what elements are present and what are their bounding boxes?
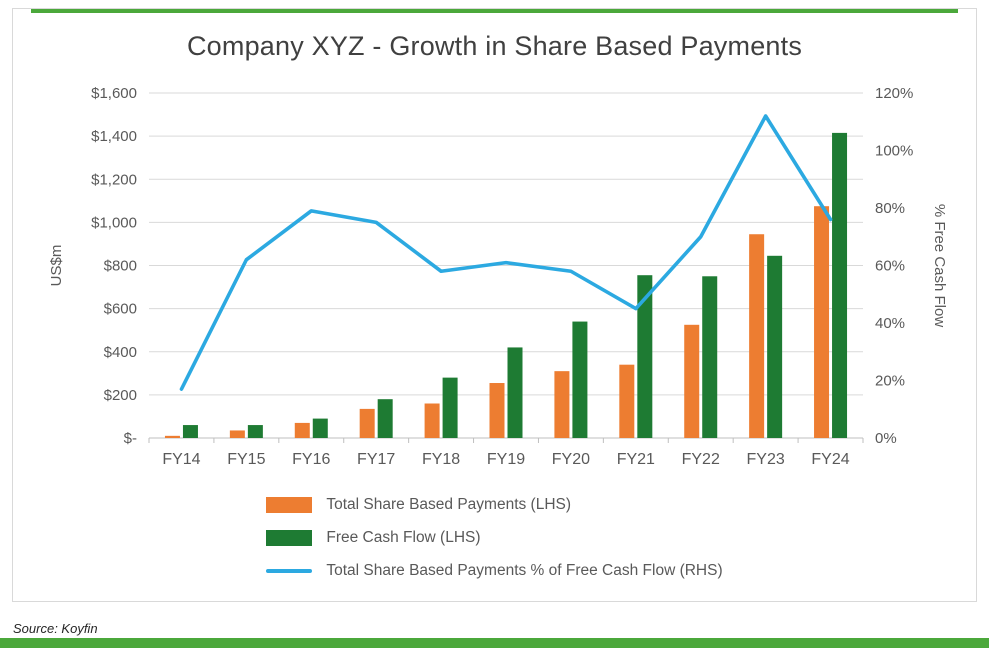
right-axis-tick-label: 100%: [875, 143, 913, 160]
right-axis-title: % Free Cash Flow: [931, 204, 948, 328]
bar-total-share-based-payments-lhs: [684, 324, 700, 438]
right-axis-tick-label: 20%: [875, 373, 905, 390]
x-axis-category-label: FY16: [292, 451, 330, 468]
bar-total-share-based-payments-lhs: [554, 371, 570, 438]
left-axis-tick-label: $800: [104, 258, 137, 275]
left-axis-tick-label: $600: [104, 301, 137, 318]
x-axis-category-label: FY17: [357, 451, 395, 468]
bar-free-cash-flow-lhs: [637, 275, 653, 438]
x-axis-category-label: FY22: [682, 451, 720, 468]
left-axis-tick-label: $1,000: [91, 214, 137, 231]
left-axis-tick-label: $200: [104, 387, 137, 404]
line-total-share-based-payments-of-free-cash-flow-rhs: [179, 114, 833, 391]
bar-free-cash-flow-lhs: [507, 347, 523, 438]
x-axis-category-label: FY19: [487, 451, 525, 468]
bar-free-cash-flow-lhs: [442, 377, 458, 438]
legend-swatch-bar: [266, 530, 313, 546]
legend-item-total-share-based-payments-lhs: Total Share Based Payments (LHS): [266, 495, 571, 515]
source-note: Source: Koyfin: [13, 621, 98, 636]
bar-total-share-based-payments-lhs: [814, 206, 830, 438]
left-axis-title: US$m: [48, 245, 65, 287]
bar-free-cash-flow-lhs: [832, 132, 848, 438]
legend-swatch-line: [266, 569, 313, 573]
legend-label: Total Share Based Payments (LHS): [326, 496, 572, 513]
bar-total-share-based-payments-lhs: [294, 422, 310, 438]
legend-swatch-bar: [266, 497, 313, 513]
legend-label: Total Share Based Payments % of Free Cas…: [326, 562, 723, 579]
chart-plot-area: $- $200 $400 $600 $800 $1,000 $1,200 $1,400 $1,6…: [48, 85, 948, 468]
bar-total-share-based-payments-lhs: [164, 435, 180, 438]
right-axis-tick-label: 60%: [875, 258, 905, 275]
legend-item-free-cash-flow-lhs: Free Cash Flow (LHS): [266, 528, 481, 548]
bar-total-share-based-payments-lhs: [619, 364, 635, 438]
chart-card: Company XYZ - Growth in Share Based Paym…: [12, 8, 977, 602]
left-axis-tick-label: $400: [104, 344, 137, 361]
left-axis-tick-label: $1,600: [91, 85, 137, 102]
chart-title: Company XYZ - Growth in Share Based Paym…: [186, 31, 803, 61]
x-axis-category-label: FY14: [162, 451, 200, 468]
left-axis-tick-label: $1,200: [91, 171, 137, 188]
bar-free-cash-flow-lhs: [182, 425, 198, 438]
right-axis-tick-label: 120%: [875, 85, 913, 102]
bar-free-cash-flow-lhs: [767, 255, 783, 438]
bar-total-share-based-payments-lhs: [489, 383, 505, 438]
bar-free-cash-flow-lhs: [377, 399, 393, 438]
bar-free-cash-flow-lhs: [312, 418, 328, 438]
left-axis-tick-label: $1,400: [91, 128, 137, 145]
x-axis-category-label: FY24: [811, 451, 849, 468]
right-axis-tick-label: 80%: [875, 200, 905, 217]
x-axis-category-label: FY21: [617, 451, 655, 468]
bar-free-cash-flow-lhs: [572, 321, 588, 438]
left-axis-tick-label: $-: [124, 430, 137, 447]
bar-total-share-based-payments-lhs: [229, 430, 245, 438]
legend-item-total-share-based-payments-of-free-cash-flow-rhs: Total Share Based Payments % of Free Cas…: [266, 561, 723, 581]
chart-legend: Total Share Based Payments (LHS) Free Cas…: [266, 495, 723, 581]
x-axis-category-label: FY18: [422, 451, 460, 468]
legend-label: Free Cash Flow (LHS): [326, 529, 481, 546]
right-axis-tick-label: 40%: [875, 315, 905, 332]
bar-free-cash-flow-lhs: [702, 276, 718, 438]
bar-free-cash-flow-lhs: [247, 425, 263, 438]
bar-total-share-based-payments-lhs: [359, 408, 375, 438]
bar-total-share-based-payments-lhs: [424, 403, 440, 438]
x-axis-category-label: FY23: [747, 451, 785, 468]
bar-total-share-based-payments-lhs: [749, 234, 765, 438]
x-axis-category-label: FY20: [552, 451, 590, 468]
right-axis-tick-label: 0%: [875, 430, 897, 447]
top-accent-bar: [31, 9, 958, 13]
bottom-accent-bar: [0, 638, 989, 648]
x-axis-category-label: FY15: [227, 451, 265, 468]
